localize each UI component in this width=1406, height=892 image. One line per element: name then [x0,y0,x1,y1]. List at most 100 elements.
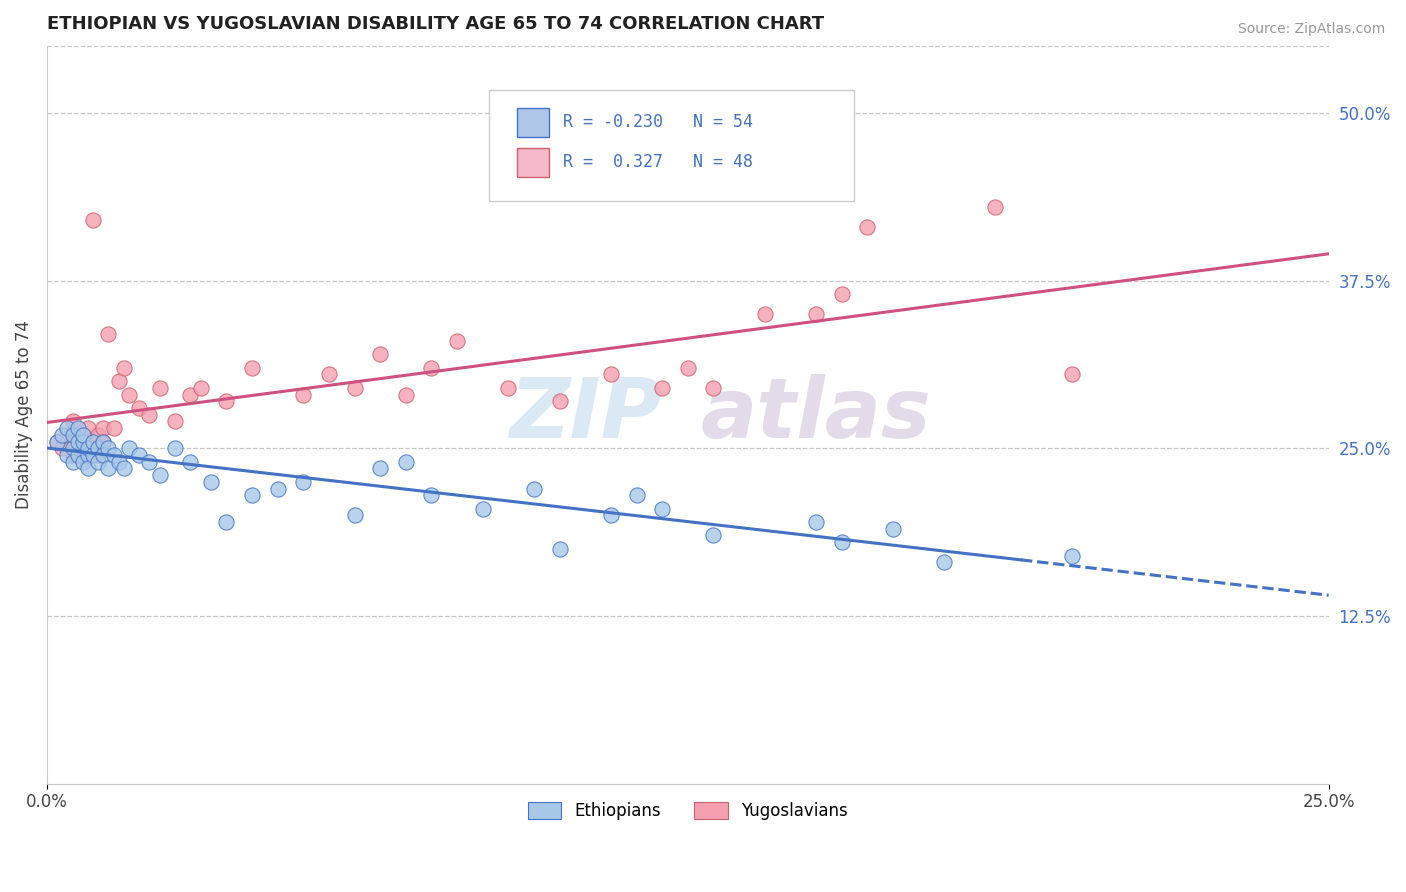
Point [420,488,443,502]
Point [266,482,288,496]
Point [702,528,724,542]
Point [77,442,100,456]
Point [804,307,827,321]
Point [87,455,110,469]
Point [103,448,125,462]
Point [87,442,110,456]
Text: Source: ZipAtlas.com: Source: ZipAtlas.com [1237,22,1385,37]
Point [149,468,172,483]
Point [471,501,494,516]
Point [626,488,648,502]
Point [523,482,546,496]
Point [240,488,263,502]
Point [56,421,79,435]
Text: ZIP: ZIP [509,375,662,455]
Point [72,427,94,442]
Point [72,427,94,442]
Point [72,455,94,469]
Point [62,414,84,428]
Point [831,287,853,301]
Point [66,434,89,449]
Point [87,427,110,442]
Point [107,374,129,388]
Point [118,387,141,401]
Point [82,434,104,449]
Point [103,421,125,435]
FancyBboxPatch shape [489,90,855,201]
Text: R = -0.230   N = 54: R = -0.230 N = 54 [564,113,754,131]
Point [548,541,571,556]
Point [149,381,172,395]
Point [932,555,955,569]
Point [107,455,129,469]
Point [984,200,1007,214]
Point [179,387,201,401]
Point [77,421,100,435]
Bar [517,147,550,177]
Point [702,381,724,395]
Point [62,427,84,442]
Point [46,434,69,449]
Point [831,535,853,549]
Point [91,434,114,449]
Point [56,448,79,462]
Point [200,475,222,489]
Point [82,442,104,456]
Point [368,347,391,361]
Point [82,448,104,462]
Point [56,427,79,442]
Point [395,387,418,401]
Point [804,515,827,529]
Point [343,381,366,395]
Text: ETHIOPIAN VS YUGOSLAVIAN DISABILITY AGE 65 TO 74 CORRELATION CHART: ETHIOPIAN VS YUGOSLAVIAN DISABILITY AGE … [46,15,824,33]
Point [87,448,110,462]
Point [62,455,84,469]
Point [368,461,391,475]
Point [240,360,263,375]
Point [77,448,100,462]
Point [676,360,699,375]
Point [343,508,366,523]
Point [190,381,212,395]
Point [91,448,114,462]
Point [112,461,135,475]
Legend: Ethiopians, Yugoslavians: Ethiopians, Yugoslavians [522,796,855,827]
Point [77,448,100,462]
Point [651,381,673,395]
Point [62,442,84,456]
Point [292,387,315,401]
Point [66,448,89,462]
Point [128,401,150,415]
Point [112,360,135,375]
Point [77,461,100,475]
Text: R =  0.327   N = 48: R = 0.327 N = 48 [564,153,754,171]
Point [138,455,160,469]
Y-axis label: Disability Age 65 to 74: Disability Age 65 to 74 [15,320,32,509]
Point [51,442,73,456]
Point [165,442,187,456]
Point [66,421,89,435]
Point [118,442,141,456]
Point [97,461,120,475]
Text: atlas: atlas [700,375,931,455]
Point [1062,549,1084,563]
Point [82,213,104,227]
Point [72,434,94,449]
Point [856,219,879,234]
Point [165,414,187,428]
Point [215,394,238,409]
Bar [517,108,550,137]
Point [128,448,150,462]
Point [446,334,468,348]
Point [97,442,120,456]
Point [46,434,69,449]
Point [179,455,201,469]
Point [97,327,120,342]
Point [91,421,114,435]
Point [72,442,94,456]
Point [66,434,89,449]
Point [395,455,418,469]
Point [599,368,621,382]
Point [51,427,73,442]
Point [651,501,673,516]
